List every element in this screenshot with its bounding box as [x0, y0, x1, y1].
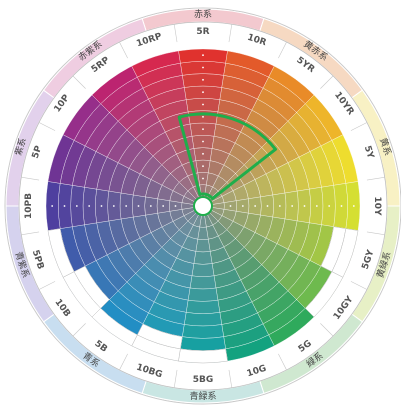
- empty-cell: [73, 265, 110, 309]
- scale-tick: [75, 205, 78, 207]
- hue-label: 10PB: [24, 193, 34, 219]
- hue-band-divider: [119, 353, 128, 371]
- highlight-zone: [177, 112, 277, 201]
- hue-band-divider: [350, 122, 368, 131]
- hue-band-divider: [21, 231, 40, 236]
- empty-cell: [304, 271, 344, 318]
- scale-tick: [202, 128, 204, 131]
- hue-band-divider: [38, 281, 56, 290]
- scale-tick: [352, 205, 355, 207]
- scale-tick: [202, 66, 204, 69]
- chroma-cell: [131, 50, 181, 78]
- scale-tick: [254, 205, 257, 207]
- hue-band-divider: [38, 122, 56, 131]
- family-label: 紫系: [13, 137, 29, 158]
- hue-label: 5BG: [193, 375, 214, 385]
- chroma-cell: [193, 251, 213, 265]
- hue-band-divider: [72, 75, 86, 89]
- hue-label: 5P: [31, 144, 45, 160]
- chroma-cell: [191, 263, 215, 277]
- scale-tick: [202, 54, 204, 57]
- family-label: 赤系: [194, 9, 212, 20]
- chroma-cell: [180, 336, 226, 351]
- hue-band-divider: [366, 231, 385, 236]
- scale-tick: [315, 205, 318, 207]
- chroma-cell: [184, 312, 222, 327]
- scale-tick: [88, 205, 91, 207]
- scale-tick: [202, 78, 204, 81]
- scale-tick: [125, 205, 128, 207]
- empty-cell: [178, 348, 228, 364]
- empty-cell: [47, 228, 75, 278]
- scale-tick: [202, 91, 204, 94]
- scale-tick: [303, 205, 306, 207]
- hue-band-divider: [320, 323, 334, 337]
- hue-band-divider: [21, 176, 40, 181]
- hue-band-divider: [72, 323, 86, 337]
- hue-band-divider: [278, 41, 287, 59]
- hue-band-divider: [173, 24, 178, 43]
- scale-tick: [112, 205, 115, 207]
- scale-tick: [137, 205, 140, 207]
- scale-tick: [241, 205, 244, 207]
- scale-tick: [229, 205, 232, 207]
- hue-band-divider: [228, 24, 233, 43]
- hue-band-divider: [366, 176, 385, 181]
- scale-tick: [266, 205, 269, 207]
- scale-tick: [202, 140, 204, 143]
- chroma-cell: [185, 299, 221, 314]
- empty-cell: [136, 323, 183, 350]
- hue-band-divider: [278, 353, 287, 371]
- chroma-cell: [182, 324, 224, 339]
- chroma-cell: [195, 239, 211, 253]
- scale-tick: [340, 205, 343, 207]
- hue-band-divider: [320, 75, 334, 89]
- scale-tick: [328, 205, 331, 207]
- scale-tick: [202, 152, 204, 155]
- hue-band-divider: [228, 369, 233, 388]
- family-label: 青緑系: [189, 390, 216, 402]
- scale-tick: [202, 165, 204, 168]
- hue-band-divider: [119, 41, 128, 59]
- scale-tick: [100, 205, 103, 207]
- hue-label: 5R: [196, 27, 209, 37]
- chroma-cell: [187, 287, 219, 302]
- scale-tick: [174, 205, 177, 207]
- scale-tick: [162, 205, 165, 207]
- scale-tick: [51, 205, 54, 207]
- scale-tick: [63, 205, 66, 207]
- chroma-cell: [189, 275, 217, 290]
- scale-tick: [202, 115, 204, 118]
- hue-band-divider: [350, 281, 368, 290]
- scale-tick: [202, 103, 204, 106]
- center-hole: [193, 196, 213, 216]
- scale-tick: [291, 205, 294, 207]
- hue-label: 5Y: [362, 145, 376, 161]
- hue-label: 10Y: [372, 196, 382, 216]
- scale-tick: [149, 205, 152, 207]
- scale-tick: [202, 177, 204, 180]
- hue-band-divider: [173, 369, 178, 388]
- scale-tick: [278, 205, 281, 207]
